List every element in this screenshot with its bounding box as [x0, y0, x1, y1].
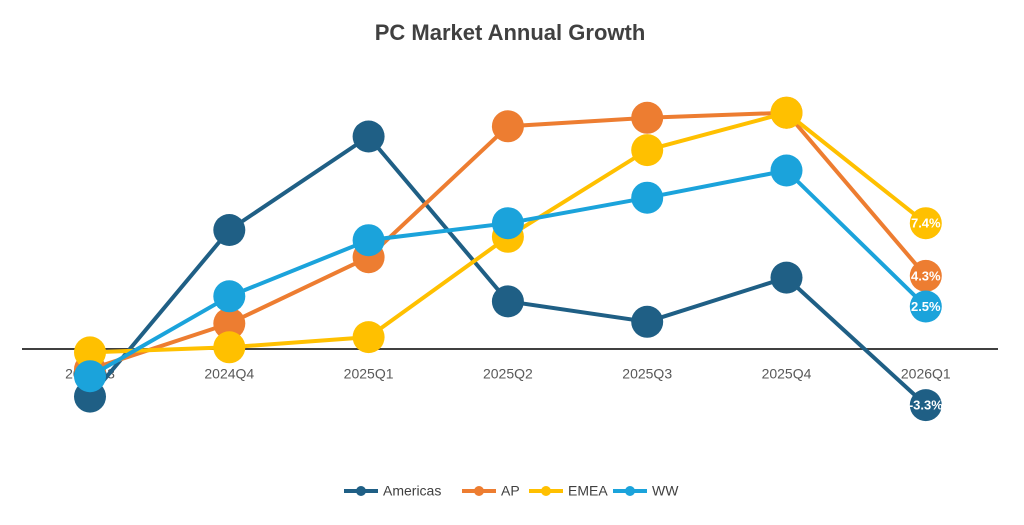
point	[491, 110, 524, 143]
point	[909, 207, 942, 240]
point	[213, 280, 246, 313]
point	[352, 224, 385, 257]
point	[770, 96, 803, 129]
point	[491, 207, 524, 240]
point	[770, 154, 803, 187]
point	[909, 259, 942, 292]
point	[631, 305, 664, 338]
data-label: 7.4%	[911, 216, 941, 231]
point	[770, 261, 803, 294]
x-tick-label: 2025Q2	[483, 366, 533, 382]
point	[631, 181, 664, 214]
legend-label: AP	[501, 483, 520, 499]
point	[74, 336, 106, 369]
x-tick-label: 2024Q4	[204, 366, 254, 382]
x-tick-label: 2025Q1	[344, 366, 394, 382]
point	[74, 360, 106, 393]
point	[631, 134, 664, 167]
x-tick-label: 2025Q3	[622, 366, 672, 382]
point	[213, 331, 246, 364]
legend-marker	[474, 486, 484, 496]
data-label: 4.3%	[911, 268, 941, 283]
legend-label: Americas	[383, 483, 441, 499]
data-label: -3.3%	[909, 398, 943, 413]
point	[909, 389, 942, 422]
point	[491, 285, 524, 318]
point	[352, 120, 385, 153]
point	[213, 214, 246, 246]
legend-label: EMEA	[568, 483, 608, 499]
legend-marker	[625, 486, 635, 496]
series: -3.3%	[74, 120, 943, 422]
point	[631, 101, 664, 134]
point	[909, 290, 942, 323]
data-label: 2.5%	[911, 299, 941, 314]
legend-marker	[541, 486, 551, 496]
chart-title: PC Market Annual Growth	[375, 20, 646, 45]
point	[352, 321, 385, 354]
series: 2.5%	[74, 154, 942, 393]
x-tick-label: 2026Q1	[901, 366, 951, 382]
legend-marker	[356, 486, 366, 496]
legend-label: WW	[652, 483, 679, 499]
x-tick-label: 2025Q4	[762, 366, 812, 382]
point	[213, 307, 246, 340]
